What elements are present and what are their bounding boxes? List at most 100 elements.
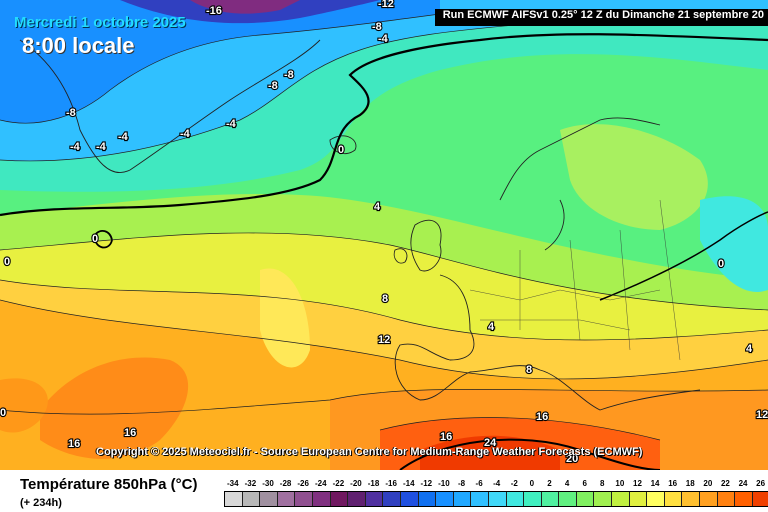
legend-swatch [682, 492, 701, 506]
isotherm-0-east [599, 211, 768, 301]
isotherm-label: 4 [746, 343, 753, 355]
legend-swatch [436, 492, 454, 506]
isotherm-label: -4 [378, 33, 389, 45]
isotherm-label: 0 [92, 233, 98, 245]
legend-tick-label: -26 [297, 479, 309, 488]
legend-swatch [295, 492, 313, 506]
warm-pocket-iberia [260, 268, 310, 368]
legend-swatch [453, 492, 472, 506]
legend-swatch [524, 492, 542, 506]
legend-swatch [365, 492, 384, 506]
legend-swatch [629, 492, 648, 506]
isotherm-24 [399, 438, 661, 470]
scandinavia-coast [499, 117, 661, 201]
legend-tick-label: 24 [738, 479, 748, 488]
legend-swatch [260, 492, 278, 506]
warm-pocket-atlantic [40, 357, 189, 459]
isotherm-label: 4 [374, 201, 381, 213]
legend-swatch [647, 492, 665, 506]
isotherm-label: -4 [70, 141, 81, 153]
isotherm-label: -8 [66, 107, 76, 119]
legend-swatch [664, 492, 683, 506]
isotherm-label: -4 [96, 141, 107, 153]
legend-swatch [277, 492, 296, 506]
border-line [659, 199, 681, 361]
isotherm-12 [0, 299, 768, 380]
isotherm-label: -4 [226, 118, 237, 130]
isotherm-label: 16 [440, 431, 452, 443]
legend-tick-label: 20 [703, 479, 713, 488]
isotherm-label: 0 [338, 144, 344, 156]
legend-tick-label: 6 [582, 479, 587, 488]
isotherm-neg8 [0, 13, 441, 124]
legend-tick-label: -30 [262, 479, 274, 488]
legend-tick-label: 10 [615, 479, 625, 488]
legend-tick-label: -32 [244, 479, 257, 488]
isotherm-label: 12 [756, 409, 768, 421]
legend-tick-label: -4 [493, 479, 501, 488]
britain-coast [410, 219, 442, 272]
baltic-coast [544, 199, 565, 251]
temperature-map: -16 -12 -8 -4 -8 -8 -8 -4 -4 -4 -4 -4 0 … [0, 0, 768, 470]
legend-swatch [348, 492, 366, 506]
legend-swatch [418, 492, 437, 506]
isotherm-label: -8 [372, 21, 382, 33]
legend-tick-label: -20 [350, 479, 362, 488]
legend-title: Température 850hPa (°C) [20, 476, 198, 493]
isotherm-label: -4 [118, 131, 129, 143]
legend-swatch [594, 492, 613, 506]
legend-tick-label: 16 [668, 479, 678, 488]
map-canvas: -16 -12 -8 -4 -8 -8 -8 -4 -4 -4 -4 -4 0 … [0, 0, 768, 470]
coastlines [19, 39, 701, 411]
isotherm-label: 16 [68, 438, 80, 450]
legend-tick-label: -34 [227, 479, 239, 488]
legend-bar: Température 850hPa (°C) (+ 234h) -34 -32-… [0, 470, 768, 512]
legend-tick-label: -6 [475, 479, 483, 488]
isotherms-thin [0, 13, 768, 441]
legend-tick-label: -16 [385, 479, 397, 488]
legend-tick-label: 8 [600, 479, 605, 488]
legend-swatch [735, 492, 753, 506]
border-line [469, 289, 661, 301]
isotherm-label: 8 [526, 364, 532, 376]
isotherm-label: 20 [566, 453, 578, 465]
legend-tick-label: -28 [279, 479, 292, 488]
iceland-coast [329, 135, 357, 154]
legend-swatch [330, 492, 349, 506]
band-neg16 [190, 0, 300, 14]
isotherm-16 [0, 388, 768, 415]
legend-tick-label: 22 [720, 479, 730, 488]
ireland-coast [393, 248, 408, 264]
legend-tick-label: 2 [547, 479, 552, 488]
legend-tick-row: -34 -32 -30 -28 -26 -24 -22 -20 -18 -16 -14 -12 -10-… [224, 479, 768, 489]
isotherm-0 [0, 33, 768, 217]
legend-tick-label: -24 [314, 479, 327, 488]
legend-swatch [312, 492, 331, 506]
isotherm-4 [0, 232, 768, 311]
legend-color-scale [224, 491, 768, 507]
legend-swatch [612, 492, 630, 506]
legend-tick-label: -2 [510, 479, 518, 488]
isotherm-8 [0, 279, 768, 341]
isotherm-label: 16 [536, 411, 548, 423]
border-line [480, 319, 631, 331]
isotherm-label: -16 [206, 5, 222, 17]
isotherm-label: 8 [382, 293, 388, 305]
legend-tick-label: -12 [420, 479, 433, 488]
greenland-coast [19, 39, 321, 173]
isotherm-20 [379, 417, 661, 441]
europe-south-coast [394, 274, 701, 411]
isotherm-labels: -16 -12 -8 -4 -8 -8 -8 -4 -4 -4 -4 -4 0 … [0, 0, 768, 466]
band-neg8 [0, 0, 440, 124]
warm-pocket-west [0, 378, 48, 433]
legend-swatch [559, 492, 577, 506]
legend-swatch [576, 492, 595, 506]
legend-swatch [488, 492, 507, 506]
model-run-label: Run ECMWF AIFSv1 0.25° 12 Z du Dimanche … [434, 9, 768, 26]
legend-swatch [506, 492, 525, 506]
forecast-time: 8:00 locale [22, 33, 135, 58]
legend-tick-label: 26 [756, 479, 766, 488]
isotherm-label: 0 [718, 258, 724, 270]
legend-swatch [400, 492, 419, 506]
legend-tick-label: -10 [438, 479, 450, 488]
